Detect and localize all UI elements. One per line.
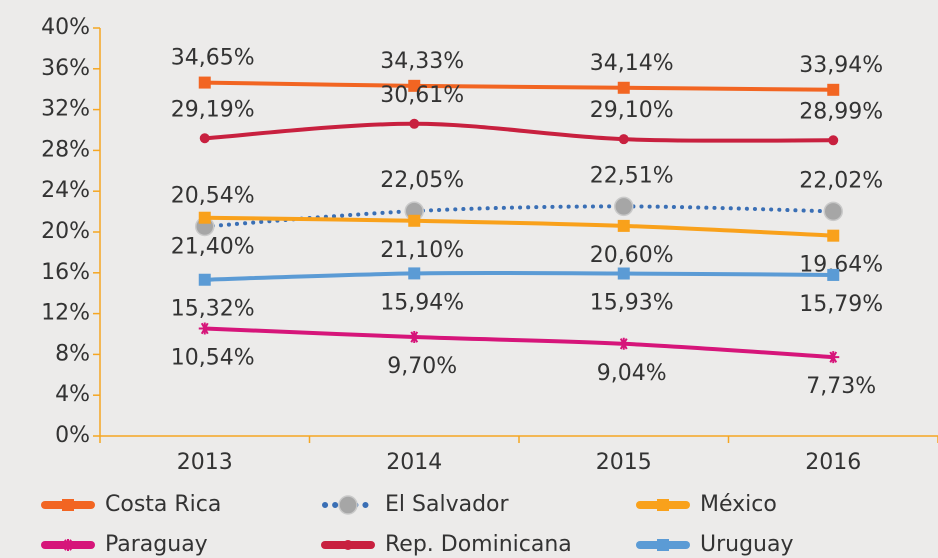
marker — [617, 337, 630, 350]
series-line — [202, 204, 836, 229]
marker — [198, 322, 211, 335]
data-label: 22,02% — [799, 168, 883, 193]
series-line — [202, 121, 836, 143]
marker — [408, 79, 421, 92]
y-tick-label: 20% — [41, 219, 90, 244]
legend-label: Paraguay — [105, 532, 208, 557]
data-label: 22,05% — [380, 168, 464, 193]
marker — [823, 201, 843, 222]
marker — [338, 495, 358, 515]
data-label: 33,94% — [799, 53, 883, 78]
legend-label: México — [700, 492, 777, 517]
data-label: 9,70% — [387, 354, 457, 379]
marker — [827, 83, 840, 96]
data-label: 29,10% — [590, 98, 674, 123]
data-label: 10,54% — [171, 345, 255, 370]
marker — [614, 196, 634, 217]
legend-label: El Salvador — [385, 492, 509, 517]
y-tick-label: 0% — [55, 423, 90, 448]
y-tick-label: 8% — [55, 341, 90, 366]
legend-label: Rep. Dominicana — [385, 532, 572, 557]
marker — [198, 273, 211, 286]
data-label: 21,10% — [380, 238, 464, 263]
legend-label: Uruguay — [700, 532, 794, 557]
y-tick-label: 12% — [41, 301, 90, 326]
y-tick-label: 40% — [41, 15, 90, 40]
marker — [199, 133, 210, 144]
marker — [198, 211, 211, 224]
x-tick-label: 2013 — [177, 450, 233, 475]
marker — [827, 268, 840, 281]
y-tick-label: 36% — [41, 56, 90, 81]
marker — [827, 351, 840, 364]
data-label: 34,14% — [590, 51, 674, 76]
marker — [617, 267, 630, 280]
series-line — [202, 215, 836, 238]
data-label: 28,99% — [799, 99, 883, 124]
marker — [828, 135, 839, 146]
marker — [657, 499, 669, 511]
data-label: 20,60% — [590, 243, 674, 268]
marker — [618, 134, 629, 145]
marker — [62, 499, 74, 511]
data-label: 21,40% — [171, 235, 255, 260]
y-tick-label: 4% — [55, 382, 90, 407]
data-label: 34,65% — [171, 46, 255, 71]
marker — [408, 214, 421, 227]
series-line — [202, 270, 836, 282]
marker — [408, 331, 421, 344]
marker — [343, 540, 353, 550]
data-label: 9,04% — [597, 361, 667, 386]
marker — [62, 539, 74, 551]
data-label: 15,93% — [590, 291, 674, 316]
x-tick-label: 2016 — [805, 450, 861, 475]
data-label: 30,61% — [380, 83, 464, 108]
x-tick-label: 2015 — [596, 450, 652, 475]
marker — [827, 229, 840, 242]
data-label: 15,32% — [171, 297, 255, 322]
data-label: 29,19% — [171, 97, 255, 122]
data-label: 34,33% — [380, 49, 464, 74]
series-line — [202, 80, 836, 92]
x-tick-label: 2014 — [386, 450, 442, 475]
marker — [617, 81, 630, 94]
y-tick-label: 32% — [41, 97, 90, 122]
data-label: 7,73% — [806, 374, 876, 399]
y-tick-label: 16% — [41, 260, 90, 285]
marker — [617, 219, 630, 232]
data-label: 15,79% — [799, 292, 883, 317]
legend-label: Costa Rica — [105, 492, 221, 517]
y-tick-label: 28% — [41, 137, 90, 162]
data-label: 22,51% — [590, 163, 674, 188]
data-label: 20,54% — [171, 183, 255, 208]
marker — [198, 76, 211, 89]
marker — [408, 267, 421, 280]
series-line — [202, 326, 836, 360]
marker — [409, 118, 420, 129]
marker — [657, 539, 669, 551]
data-label: 15,94% — [380, 290, 464, 315]
y-tick-label: 24% — [41, 178, 90, 203]
